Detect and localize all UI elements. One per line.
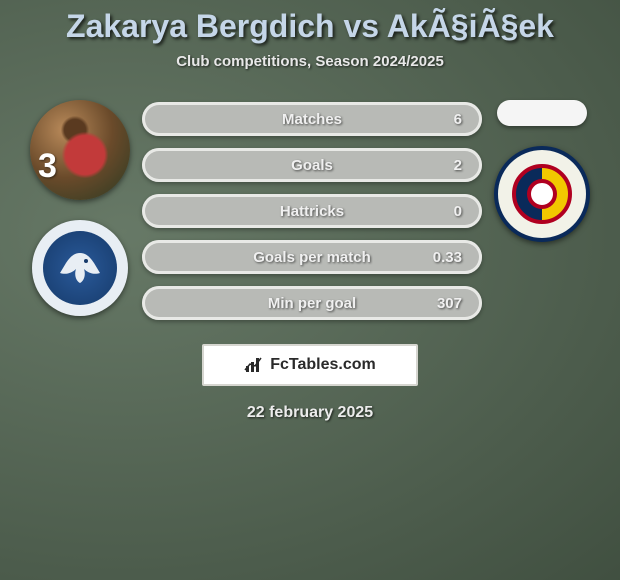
right-column xyxy=(494,100,590,242)
page-subtitle: Club competitions, Season 2024/2025 xyxy=(0,53,620,70)
table-row: Hattricks 0 xyxy=(142,194,482,228)
date-label: 22 february 2025 xyxy=(0,404,620,422)
brand-text: FcTables.com xyxy=(270,356,376,374)
club-right-badge-stripe xyxy=(512,164,572,224)
table-row: Matches 6 xyxy=(142,102,482,136)
stats-table: Matches 6 Goals 2 Hattricks 0 Goals per … xyxy=(142,100,482,320)
stat-right-value: 0 xyxy=(454,203,462,220)
content-container: Zakarya Bergdich vs AkÃ§iÃ§ek Club compe… xyxy=(0,0,620,422)
club-left-badge xyxy=(32,220,128,316)
stat-label: Matches xyxy=(282,111,342,128)
left-column: 3 xyxy=(30,100,130,316)
eagle-icon xyxy=(56,249,104,287)
table-row: Min per goal 307 xyxy=(142,286,482,320)
page-title: Zakarya Bergdich vs AkÃ§iÃ§ek xyxy=(0,8,620,45)
brand-badge: FcTables.com xyxy=(202,344,418,386)
stat-label: Goals xyxy=(291,157,333,174)
table-row: Goals per match 0.33 xyxy=(142,240,482,274)
player-left-jersey-number: 3 xyxy=(38,147,57,186)
table-row: Goals 2 xyxy=(142,148,482,182)
stat-label: Goals per match xyxy=(253,249,371,266)
club-left-badge-inner xyxy=(43,231,117,305)
stat-right-value: 6 xyxy=(454,111,462,128)
chart-icon xyxy=(244,356,264,374)
stat-label: Hattricks xyxy=(280,203,344,220)
player-left-avatar: 3 xyxy=(30,100,130,200)
main-row: 3 Matches 6 Goals 2 xyxy=(0,100,620,320)
player-right-placeholder xyxy=(497,100,587,126)
stat-right-value: 0.33 xyxy=(433,249,462,266)
stat-right-value: 2 xyxy=(454,157,462,174)
club-right-badge xyxy=(494,146,590,242)
stat-label: Min per goal xyxy=(268,295,356,312)
club-right-badge-center xyxy=(527,179,557,209)
stat-right-value: 307 xyxy=(437,295,462,312)
